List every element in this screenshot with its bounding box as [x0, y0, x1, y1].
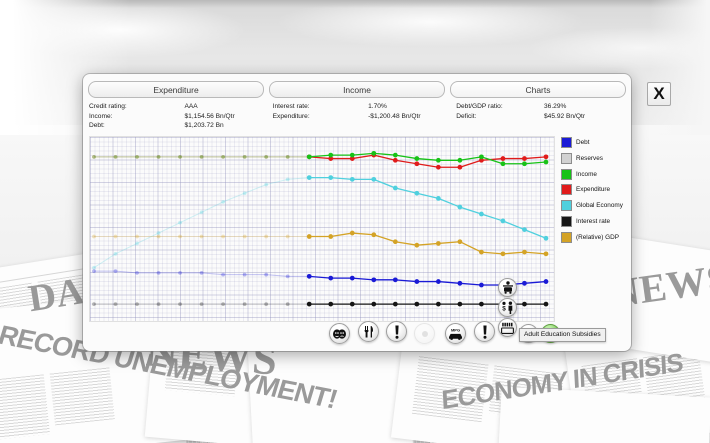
series-global-economy [92, 175, 549, 270]
chart-series-layer [92, 150, 549, 307]
exclamation-icon [394, 325, 399, 339]
stat-value-income: $1,154.56 Bn/Qtr [184, 112, 235, 120]
exclamation-icon [482, 325, 487, 339]
right-vignette [650, 0, 710, 135]
close-button[interactable]: X [647, 82, 671, 106]
legend-label: (Relative) GDP [576, 233, 619, 241]
legend-item-income[interactable]: Income [561, 168, 625, 181]
policy-icon-welfare-payments[interactable]: $ [498, 298, 517, 317]
stat-value-debt-gdp-ratio: 36.29% [543, 103, 567, 110]
series-relative-gdp [92, 230, 549, 257]
theatre-masks-icon [333, 328, 346, 339]
person-money-icon: $ [502, 301, 513, 314]
policy-icon-hidden[interactable] [414, 323, 435, 344]
legend-label: Global Economy [576, 202, 623, 210]
series-income [92, 150, 549, 167]
stat-value-interest-rate: 1.70% [368, 103, 387, 110]
tab-bar: Expenditure Income Charts [88, 81, 626, 98]
fork-knife-icon [364, 326, 373, 338]
svg-text:$: $ [502, 306, 506, 313]
stat-value-credit-rating: AAA [184, 103, 198, 110]
legend-item-interest-rate[interactable]: Interest rate [561, 215, 625, 228]
stat-label: Expenditure: [272, 112, 310, 120]
stat-value-expenditure: -$1,200.48 Bn/Qtr [368, 112, 421, 120]
policy-icon-food-standards[interactable] [358, 321, 379, 342]
statistics-summary: Credit rating: Income: Debt: AAA $1,154.… [89, 102, 625, 132]
tab-label: Charts [525, 84, 551, 95]
legend-item-relative-gdp[interactable]: (Relative) GDP [561, 231, 625, 244]
policy-icon-fuel-efficiency[interactable]: MPG [445, 323, 466, 344]
legend-swatch-icon [561, 168, 572, 180]
legend-label: Expenditure [576, 186, 611, 194]
legend-label: Reserves [576, 154, 603, 162]
policy-icon-public-transport[interactable] [498, 278, 517, 297]
tab-income[interactable]: Income [269, 81, 445, 98]
policy-icon-alert-b[interactable] [474, 321, 495, 342]
policy-icon-arts-funding[interactable] [329, 323, 350, 344]
mpg-car-icon: MPG [449, 327, 462, 340]
finance-window: Expenditure Income Charts X Credit ratin… [83, 74, 671, 351]
tab-charts[interactable]: Charts [450, 81, 626, 98]
stat-value-debt: $1,203.72 Bn [184, 122, 224, 129]
legend-item-debt[interactable]: Debt [561, 136, 625, 149]
series-expenditure [92, 152, 549, 170]
policy-icon-alert-a[interactable] [386, 321, 407, 342]
stat-label: Deficit: [456, 112, 477, 120]
chart-legend: Debt Reserves Income Expenditure Global … [561, 136, 625, 244]
tab-label: Expenditure [153, 84, 199, 95]
bus-icon [502, 281, 513, 294]
legend-swatch-icon [561, 152, 572, 164]
series-interest-rate [92, 301, 549, 307]
stat-group-treasury: Credit rating: Income: Debt: AAA $1,154.… [89, 102, 273, 132]
classroom-icon [501, 322, 514, 334]
legend-swatch-icon [561, 200, 572, 212]
stat-group-rates: Interest rate: Expenditure: 1.70% -$1,20… [273, 102, 457, 132]
legend-swatch-icon [561, 231, 572, 243]
legend-label: Interest rate [576, 218, 611, 226]
faded-dot-icon [421, 330, 428, 337]
economy-chart[interactable] [89, 136, 555, 322]
svg-text:MPG: MPG [451, 327, 460, 332]
legend-swatch-icon [561, 184, 572, 196]
stat-label: Debt/GDP ratio: [456, 103, 503, 110]
policy-tooltip: Adult Education Subsidies [519, 328, 606, 342]
stat-label: Interest rate: [272, 103, 310, 110]
legend-swatch-icon [561, 216, 572, 228]
tab-expenditure[interactable]: Expenditure [88, 81, 264, 98]
policy-icon-adult-education[interactable] [498, 318, 517, 337]
legend-item-reserves[interactable]: Reserves [561, 152, 625, 165]
stat-value-deficit: $45.92 Bn/Qtr [543, 112, 586, 120]
legend-item-global-economy[interactable]: Global Economy [561, 199, 625, 212]
legend-item-expenditure[interactable]: Expenditure [561, 183, 625, 196]
stat-group-ratios: Debt/GDP ratio: Deficit: 36.29% $45.92 B… [456, 102, 625, 132]
legend-swatch-icon [561, 137, 572, 148]
stat-label: Credit rating: [89, 103, 127, 110]
chart-plot-area[interactable] [89, 136, 555, 322]
stat-label: Income: [89, 112, 113, 120]
stat-label: Debt: [89, 122, 105, 129]
series-debt [92, 269, 549, 288]
tab-label: Income [343, 84, 371, 95]
legend-label: Income [576, 170, 597, 178]
legend-label: Debt [576, 139, 590, 146]
